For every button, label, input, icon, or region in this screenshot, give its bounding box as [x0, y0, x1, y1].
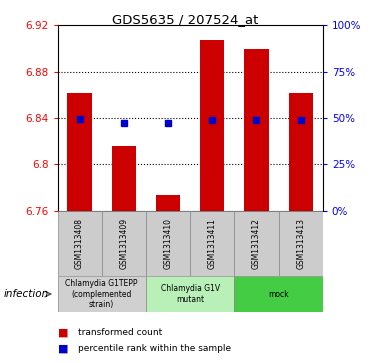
Text: mock: mock — [268, 290, 289, 298]
Text: Chlamydia G1TEPP
(complemented
strain): Chlamydia G1TEPP (complemented strain) — [65, 279, 138, 309]
Text: GSM1313409: GSM1313409 — [119, 218, 128, 269]
Text: percentile rank within the sample: percentile rank within the sample — [78, 344, 231, 353]
Text: infection: infection — [4, 289, 49, 299]
Text: GSM1313412: GSM1313412 — [252, 218, 261, 269]
Text: Chlamydia G1V
mutant: Chlamydia G1V mutant — [161, 284, 220, 304]
Bar — [190, 211, 234, 276]
Bar — [156, 196, 180, 211]
Text: transformed count: transformed count — [78, 328, 162, 337]
Text: GSM1313408: GSM1313408 — [75, 218, 84, 269]
Bar — [146, 211, 190, 276]
Bar — [200, 40, 224, 211]
Text: ■: ■ — [58, 343, 68, 354]
Bar — [244, 49, 269, 211]
Bar — [58, 211, 102, 276]
Bar — [234, 211, 279, 276]
Text: ■: ■ — [58, 327, 68, 337]
Text: GSM1313413: GSM1313413 — [296, 218, 305, 269]
Text: GSM1313410: GSM1313410 — [164, 218, 173, 269]
Text: GDS5635 / 207524_at: GDS5635 / 207524_at — [112, 13, 259, 26]
Bar — [146, 276, 234, 312]
Bar — [112, 146, 136, 211]
Bar — [279, 211, 323, 276]
Bar — [102, 211, 146, 276]
Bar — [68, 93, 92, 211]
Bar — [58, 276, 146, 312]
Bar — [289, 93, 313, 211]
Text: GSM1313411: GSM1313411 — [208, 218, 217, 269]
Bar — [234, 276, 323, 312]
